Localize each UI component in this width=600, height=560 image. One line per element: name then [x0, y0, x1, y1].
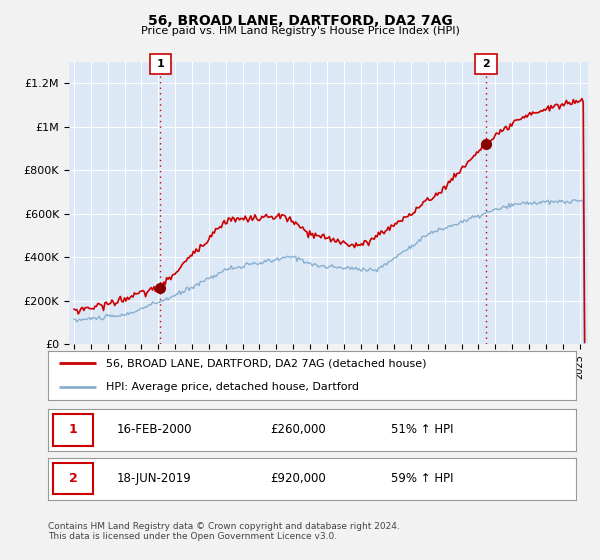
Text: 56, BROAD LANE, DARTFORD, DA2 7AG: 56, BROAD LANE, DARTFORD, DA2 7AG [148, 14, 452, 28]
Text: 51% ↑ HPI: 51% ↑ HPI [391, 423, 454, 436]
Text: £260,000: £260,000 [270, 423, 326, 436]
Text: 16-FEB-2000: 16-FEB-2000 [116, 423, 192, 436]
Text: 1: 1 [157, 59, 164, 69]
Text: 2: 2 [482, 59, 490, 69]
Text: 59% ↑ HPI: 59% ↑ HPI [391, 472, 454, 485]
Text: 18-JUN-2019: 18-JUN-2019 [116, 472, 191, 485]
Text: Price paid vs. HM Land Registry's House Price Index (HPI): Price paid vs. HM Land Registry's House … [140, 26, 460, 36]
Text: HPI: Average price, detached house, Dartford: HPI: Average price, detached house, Dart… [106, 381, 359, 391]
Text: Contains HM Land Registry data © Crown copyright and database right 2024.
This d: Contains HM Land Registry data © Crown c… [48, 522, 400, 542]
Text: 1: 1 [69, 423, 78, 436]
FancyBboxPatch shape [53, 414, 93, 446]
Text: 56, BROAD LANE, DARTFORD, DA2 7AG (detached house): 56, BROAD LANE, DARTFORD, DA2 7AG (detac… [106, 358, 427, 368]
Text: £920,000: £920,000 [270, 472, 326, 485]
FancyBboxPatch shape [53, 463, 93, 494]
Text: 2: 2 [69, 472, 78, 485]
